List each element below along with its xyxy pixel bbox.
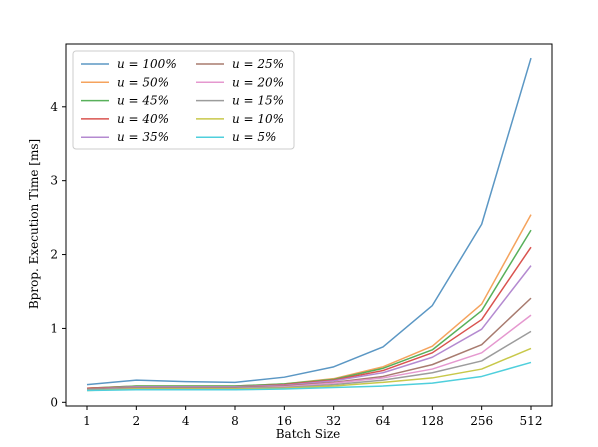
axes-frame [65,43,553,407]
series-line-0 [86,57,532,386]
y-tick-label: 4 [50,100,58,114]
x-tick-label: 2 [133,414,141,428]
x-tick-label: 32 [326,414,341,428]
series-line-3 [86,246,532,390]
y-tick-label: 3 [50,174,58,188]
y-tick-label: 2 [50,248,58,262]
legend-label: u = 15% [232,94,284,108]
legend-label: u = 25% [232,57,284,71]
x-tick-label: 16 [277,414,292,428]
legend-box [72,50,295,150]
legend: u = 100% u = 50% u = 45% u = 40% u = 35% u = … [72,50,295,150]
x-tick-label: 256 [470,414,493,428]
x-tick-label: 128 [421,414,444,428]
x-tick-label: 1 [83,414,91,428]
legend-label: u = 5% [232,130,276,144]
series-line-4 [86,265,532,390]
legend-label: u = 100% [117,57,177,71]
series-line-1 [86,214,532,390]
legend-label: u = 45% [117,94,169,108]
legend-label: u = 50% [117,75,169,89]
y-axis-title: Bprop. Execution Time [ms] [27,139,41,309]
x-tick-label: 8 [231,414,239,428]
y-tick-label: 0 [50,395,58,409]
x-tick-label: 64 [375,414,391,428]
x-axis-title: Batch Size [276,427,341,441]
legend-label: u = 35% [117,130,169,144]
series-line-5 [86,297,532,390]
legend-label: u = 10% [232,112,284,126]
series-line-9 [86,361,532,392]
y-tick-label: 1 [50,321,58,335]
legend-label: u = 40% [117,112,169,126]
x-tick-label: 512 [520,414,543,428]
legend-label: u = 20% [232,75,284,89]
plot-layer [86,57,532,392]
x-tick-label: 4 [182,414,190,428]
